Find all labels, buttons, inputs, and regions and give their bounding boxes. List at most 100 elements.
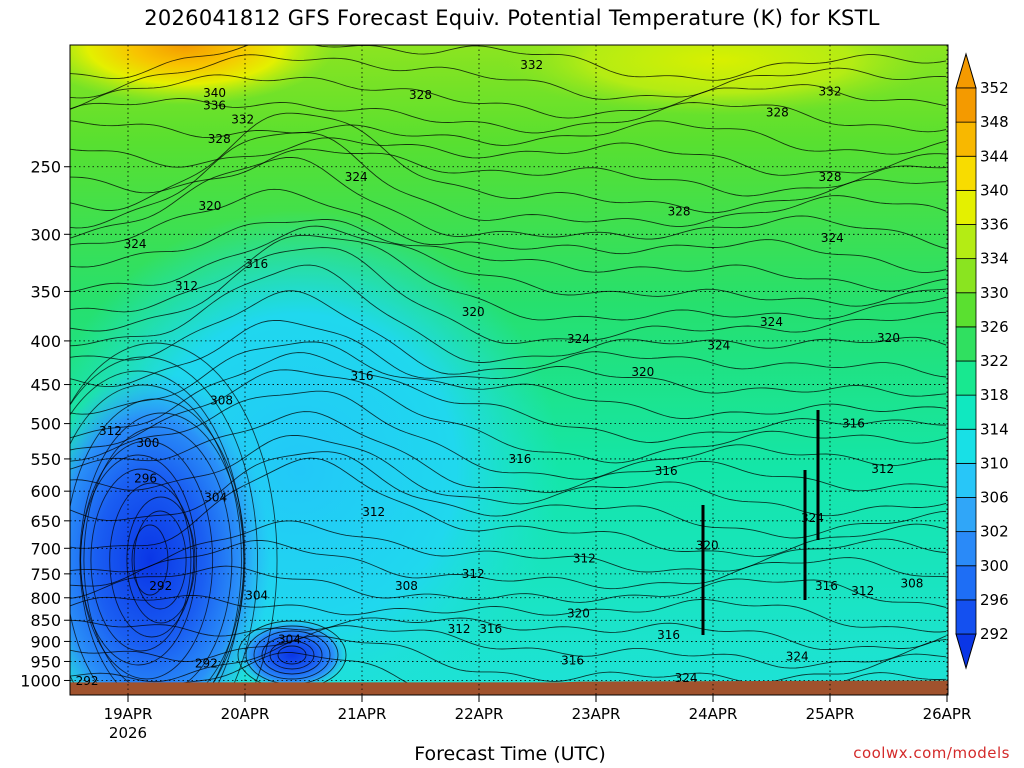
cold-core-low xyxy=(237,620,347,690)
colorbar-label: 330 xyxy=(980,284,1009,302)
contour-label: 296 xyxy=(134,472,157,486)
ground xyxy=(70,680,948,695)
colorbar-label: 334 xyxy=(980,250,1009,268)
colorbar-label: 300 xyxy=(980,557,1009,575)
contour-line xyxy=(70,120,947,155)
contour-line xyxy=(70,625,947,669)
contour-ring xyxy=(80,440,214,680)
contour-label: 304 xyxy=(204,490,227,504)
chart-title: 2026041812 GFS Forecast Equiv. Potential… xyxy=(144,6,880,30)
site-credit: coolwx.com/models xyxy=(853,744,1010,762)
colorbar-swatch xyxy=(955,599,977,635)
yellow-band-upper xyxy=(500,45,940,115)
colorbar-label: 344 xyxy=(980,147,1009,165)
x-tick-label: 26APR xyxy=(923,705,972,723)
y-tick-label: 850 xyxy=(30,611,61,630)
colorbar-label: 292 xyxy=(980,625,1009,643)
contour-label: 312 xyxy=(871,462,894,476)
contour-line xyxy=(70,156,947,249)
colorbar-label: 318 xyxy=(980,386,1009,404)
contour-label: 312 xyxy=(362,505,385,519)
contour-label: 316 xyxy=(815,579,838,593)
x-tick-sublabel: 2026 xyxy=(109,724,147,742)
contour-label: 332 xyxy=(819,84,842,98)
contour-ring xyxy=(133,510,187,610)
contour-ring xyxy=(131,524,169,596)
contour-label: 320 xyxy=(877,331,900,345)
contour-label: 308 xyxy=(210,394,233,408)
contour-label: 324 xyxy=(675,671,698,685)
grid-lines xyxy=(70,45,948,695)
contour-line xyxy=(70,225,947,307)
contour-ring xyxy=(70,370,245,695)
contour-line xyxy=(70,290,947,378)
x-tick-label: 24APR xyxy=(689,705,738,723)
contour-line xyxy=(70,635,947,684)
colorbar-label: 306 xyxy=(980,489,1009,507)
contour-label: 332 xyxy=(520,58,543,72)
warm-core-upper xyxy=(70,45,335,105)
colorbar-swatch xyxy=(955,394,977,430)
contour-label: 312 xyxy=(462,567,485,581)
contour-line xyxy=(70,352,946,443)
colorbar-swatch xyxy=(955,155,977,191)
contour-label: 320 xyxy=(198,199,221,213)
colorbar-label: 336 xyxy=(980,216,1009,234)
contour-label: 320 xyxy=(462,305,485,319)
contour-label: 324 xyxy=(801,511,824,525)
contour-label: 304 xyxy=(278,632,301,646)
y-tick-label: 250 xyxy=(30,158,61,177)
colorbar-bottom-arrow xyxy=(955,633,977,670)
contour-line xyxy=(70,112,947,214)
contour-label: 340 xyxy=(203,86,226,100)
colorbar-swatch xyxy=(955,565,977,601)
y-tick-label: 350 xyxy=(30,282,61,301)
contour-label: 336 xyxy=(203,99,226,113)
contour-label: 328 xyxy=(668,204,691,218)
colorbar-label: 314 xyxy=(980,420,1009,438)
contour-line xyxy=(70,45,947,81)
contour-label: 324 xyxy=(567,332,590,346)
colorbar-label: 302 xyxy=(980,523,1009,541)
colorbar-swatch xyxy=(955,189,977,225)
contour-line xyxy=(70,264,947,363)
contour-label: 292 xyxy=(195,656,218,670)
terrain-strip xyxy=(70,680,948,695)
contour-line xyxy=(70,369,947,464)
contour-line xyxy=(70,451,947,539)
contour-label: 312 xyxy=(448,622,471,636)
contour-line xyxy=(70,319,947,397)
contour-line xyxy=(70,148,947,197)
contour-line xyxy=(70,188,947,273)
contour-label: 328 xyxy=(208,132,231,146)
x-tick-label: 21APR xyxy=(338,705,387,723)
contour-line xyxy=(70,74,947,119)
x-tick-label: 22APR xyxy=(455,705,504,723)
contour-label: 324 xyxy=(786,649,809,663)
contour-label: 304 xyxy=(245,588,268,602)
contour-ring xyxy=(126,496,196,624)
contour-label: 316 xyxy=(479,622,502,636)
contour-label: 328 xyxy=(819,170,842,184)
contour-ring xyxy=(90,468,192,652)
colorbar-label: 340 xyxy=(980,181,1009,199)
y-tick-label: 1000 xyxy=(20,671,61,690)
contour-label: 300 xyxy=(136,436,159,450)
x-axis: 19APR 20APR 21APR 22APR 23APR 24APR 25APR 26APR… xyxy=(104,695,972,742)
colorbar-swatch xyxy=(955,87,977,123)
contour-label: 312 xyxy=(99,424,122,438)
contour-line xyxy=(70,234,947,321)
contour-label: 316 xyxy=(351,369,374,383)
y-tick-label: 450 xyxy=(30,376,61,395)
contour-label: 324 xyxy=(345,170,368,184)
contour-label: 328 xyxy=(409,88,432,102)
contour-line xyxy=(70,617,947,651)
contour-ring xyxy=(70,384,242,695)
contour-label: 324 xyxy=(760,315,783,329)
colorbar-label: 352 xyxy=(980,79,1009,97)
contour-label: 316 xyxy=(561,654,584,668)
contour-line xyxy=(70,594,947,633)
y-tick-label: 400 xyxy=(30,332,61,351)
colorbar-label: 310 xyxy=(980,454,1009,472)
contour-ring xyxy=(70,356,258,695)
